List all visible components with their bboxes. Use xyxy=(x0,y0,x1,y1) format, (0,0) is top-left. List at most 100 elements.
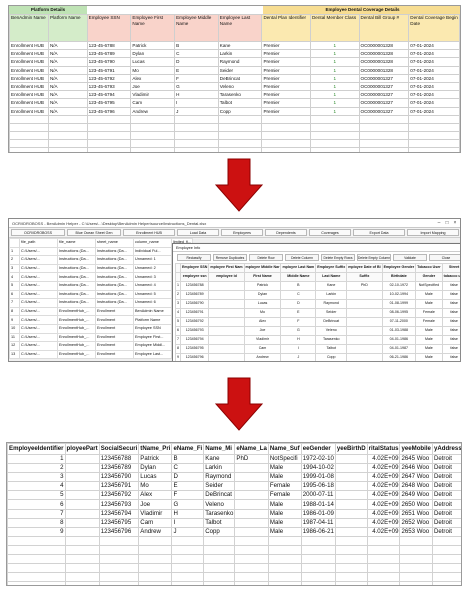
toolbar-button[interactable]: Enrollment HUB xyxy=(123,229,175,236)
table-cell: 123456795 xyxy=(98,517,140,528)
table-cell: OC0000001327 xyxy=(358,81,410,92)
column-mapping[interactable]: Middle Name xyxy=(280,272,317,282)
table-row[interactable]: 3 123456790 Lucas D Raymond 01-08-1999 Male fal… xyxy=(175,299,460,309)
toolbar-button[interactable]: Load Data xyxy=(177,229,219,236)
table-cell: I xyxy=(174,98,219,108)
toolbar-button[interactable]: Employees xyxy=(221,229,263,236)
table-cell xyxy=(334,453,368,465)
dialog-button[interactable]: Delete Empty Rows xyxy=(321,254,355,261)
table-cell: 6 xyxy=(9,289,20,300)
empty-row xyxy=(7,572,461,583)
table-row[interactable]: 2 C:/Users/... Instructions (Da... Instruct… xyxy=(9,255,194,265)
dialog-button[interactable]: Reclassify xyxy=(177,254,211,261)
table-row[interactable]: 4 C:/Users/... Instructions (Da... Instruct… xyxy=(9,272,194,282)
close-icon[interactable]: × xyxy=(453,220,457,226)
column-mapping[interactable]: tobacco use xyxy=(441,272,460,282)
table-cell: Instructions (Da... xyxy=(57,280,96,291)
table-cell xyxy=(64,508,100,519)
table-row[interactable]: 10 C:/Users/... EnrollmentHub_... Enrollmen… xyxy=(9,323,194,334)
table-cell: 1 xyxy=(309,106,360,116)
table-cell: E xyxy=(174,65,219,75)
column-mapping[interactable]: employee id xyxy=(208,272,245,282)
toolbar-button[interactable]: Coverages xyxy=(309,229,351,236)
table-cell: PhD xyxy=(234,453,269,465)
dialog-button[interactable]: Close xyxy=(429,254,460,261)
table-cell: 1 xyxy=(309,40,360,51)
table-cell: Lucas xyxy=(243,299,282,309)
table-cell xyxy=(334,472,368,483)
table-cell xyxy=(64,463,100,474)
table-cell: Enrollment HUB xyxy=(9,81,49,92)
maximize-icon[interactable]: □ xyxy=(445,220,449,226)
dialog-button[interactable]: Delete Column xyxy=(285,254,319,261)
table-cell: Premier xyxy=(261,106,311,116)
table-cell: 4.02E+09 xyxy=(366,463,401,474)
table-row[interactable]: 5 C:/Users/... Instructions (Da... Instruct… xyxy=(9,280,194,291)
column-mapping[interactable]: Suffix xyxy=(346,272,383,282)
table-cell: Kane xyxy=(217,40,263,51)
table-cell: Enrollment HUB xyxy=(9,57,49,67)
table-cell: false xyxy=(441,299,460,309)
toolbar-button[interactable]: OCR/IDROBOSS xyxy=(11,229,65,236)
table-cell: EnrollmentHub_... xyxy=(57,341,96,351)
table-cell: 1972-02-10 xyxy=(300,453,336,465)
table-row[interactable]: 9 123456796 Andrew J Copp 06-21-1986 Male false… xyxy=(175,353,460,361)
table-cell: 1 xyxy=(7,453,66,465)
table-row[interactable]: 2 123456789 Dylan C Larkin 10-02-1994 Male fals… xyxy=(175,290,460,300)
toolbar-button[interactable]: Import Mapping xyxy=(407,229,459,236)
table-row[interactable]: 7 C:/Users/... Instructions (Da... Instruct… xyxy=(9,298,194,308)
output-spreadsheet: EmployeeIdentifier ployeePart SocialSecuri… xyxy=(6,442,462,586)
table-cell: F xyxy=(280,317,317,327)
column-header: tName_Pri xyxy=(138,443,173,455)
table-row[interactable]: 1 C:/Users/... Instructions (Da... Instruct… xyxy=(9,246,194,257)
table-row[interactable]: 13 C:/Users/... EnrollmentHub_... Enrollmen… xyxy=(9,349,194,360)
table-cell: Seider xyxy=(217,65,263,75)
table-cell: 123-45-6788 xyxy=(86,40,132,51)
column-header: Platform Name xyxy=(47,14,88,42)
table-row[interactable]: 12 C:/Users/... EnrollmentHub_... Enrollmen… xyxy=(9,341,194,351)
column-mapping[interactable]: employee ssn xyxy=(179,272,210,282)
toolbar-button[interactable]: Export Data xyxy=(353,229,405,236)
table-cell: 2 xyxy=(9,255,20,265)
table-cell: Andrew xyxy=(130,106,176,116)
column-header: Dental Member Class xyxy=(309,14,360,42)
table-cell: Copp xyxy=(203,526,236,537)
table-cell: Instructions (Da... xyxy=(95,289,134,300)
table-row[interactable]: 5 123456792 Alex F DeBrincat 07-11-2000 Female… xyxy=(175,317,460,327)
table-cell: Instructions (Da... xyxy=(57,289,96,300)
table-row[interactable]: 6123456793JoeGVeleno01-03-1988Malefalse2… xyxy=(175,326,460,336)
empty-row xyxy=(9,139,460,149)
table-cell: N/A xyxy=(47,98,88,108)
table-row[interactable]: 6 C:/Users/... Instructions (Da... Instruct… xyxy=(9,289,194,300)
toolbar-button[interactable]: Blue Ocean Sheet Gen xyxy=(67,229,121,236)
toolbar-button[interactable]: Dependents xyxy=(265,229,307,236)
column-mapping[interactable]: Last Name xyxy=(315,272,348,282)
table-cell: false xyxy=(441,290,460,300)
column-header: mployee First Nam xyxy=(208,263,245,273)
table-cell: Male xyxy=(267,463,302,474)
table-row: Enrollment HUB N/A 123-45-6794 Vladimir H Tar… xyxy=(9,90,460,100)
table-cell: Male xyxy=(267,526,302,537)
table-row[interactable]: 4 123456791 Mo E Seider 08-06-1995 Female false… xyxy=(175,308,460,318)
table-row[interactable]: 8 C:/Users/... EnrollmentHub_... Enrollment… xyxy=(9,306,194,317)
column-mapping[interactable]: First Name xyxy=(243,272,282,282)
table-row[interactable]: 9 C:/Users/... EnrollmentHub_... Enrollment… xyxy=(9,315,194,325)
table-row[interactable]: 11 C:/Users/... EnrollmentHub_... Enrollmen… xyxy=(9,332,194,343)
dialog-button[interactable]: Remove Duplicates xyxy=(213,254,247,261)
minimize-icon[interactable]: – xyxy=(437,220,441,226)
table-row[interactable]: 8123456795CamITalbot04-01-1987Malefalse2… xyxy=(175,344,460,354)
dialog-button[interactable]: Delete Row xyxy=(249,254,283,261)
dialog-button[interactable]: Delete Empty Columns xyxy=(357,254,391,261)
column-mapping[interactable]: Gender xyxy=(415,272,443,282)
column-header: Name_Mi xyxy=(203,443,236,455)
table-cell xyxy=(346,290,383,300)
table-cell: G xyxy=(280,326,317,336)
table-row[interactable]: 3 C:/Users/... Instructions (Da... Instruct… xyxy=(9,263,194,274)
table-cell: Mo xyxy=(138,481,173,492)
table-cell: Premier xyxy=(261,49,311,59)
table-row[interactable]: 1 123456788 Patrick B Kane PhD 02-10-1972 NotSp… xyxy=(175,281,460,291)
column-mapping[interactable]: Birthdate xyxy=(381,272,417,282)
table-cell: H xyxy=(174,90,219,100)
dialog-button[interactable]: Validate xyxy=(393,254,427,261)
table-row[interactable]: 7 123456794 Vladimir H Tarasenko 04-01-1986 Ma… xyxy=(175,335,460,345)
